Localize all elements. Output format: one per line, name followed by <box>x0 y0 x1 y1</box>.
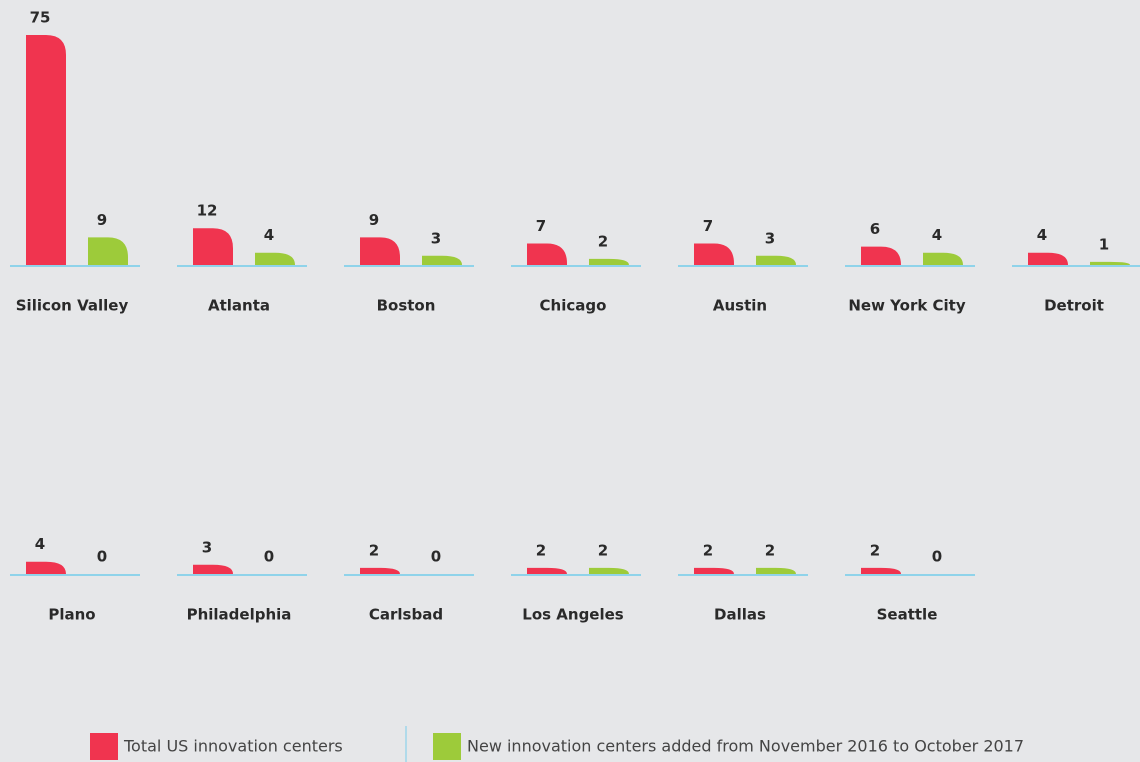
category-label: Philadelphia <box>187 606 292 624</box>
bar <box>694 243 734 265</box>
bar <box>422 255 462 265</box>
value-label: 2 <box>703 541 713 559</box>
value-label: 9 <box>369 211 379 229</box>
value-label: 2 <box>598 232 608 250</box>
bar <box>694 567 734 574</box>
bar <box>26 561 66 574</box>
value-label: 3 <box>431 229 441 247</box>
category-label: Atlanta <box>208 297 270 315</box>
bar <box>923 252 963 265</box>
bar <box>360 237 400 265</box>
value-label: 0 <box>97 548 107 566</box>
bar <box>193 564 233 574</box>
bar <box>26 35 66 265</box>
bar <box>527 567 567 574</box>
value-label: 9 <box>97 211 107 229</box>
category-label: Los Angeles <box>522 606 624 624</box>
value-label: 4 <box>1037 226 1047 244</box>
value-label: 2 <box>870 541 880 559</box>
bar <box>527 243 567 265</box>
bar <box>861 567 901 574</box>
value-label: 0 <box>264 548 274 566</box>
bar <box>589 258 629 265</box>
bar <box>193 228 233 265</box>
category-label: Seattle <box>877 606 938 624</box>
bar <box>861 246 901 265</box>
value-label: 7 <box>536 217 546 235</box>
value-label: 2 <box>369 541 379 559</box>
value-label: 4 <box>932 226 942 244</box>
category-label: New York City <box>848 297 966 315</box>
category-label: Carlsbad <box>369 606 443 624</box>
bar <box>756 255 796 265</box>
legend-swatch <box>90 733 118 760</box>
category-label: Dallas <box>714 606 766 624</box>
category-label: Chicago <box>540 297 607 315</box>
value-label: 6 <box>870 220 880 238</box>
value-label: 12 <box>197 202 218 220</box>
value-label: 7 <box>703 217 713 235</box>
value-label: 2 <box>765 541 775 559</box>
category-label: Silicon Valley <box>16 297 129 315</box>
bar <box>1028 252 1068 265</box>
category-label: Austin <box>713 297 767 315</box>
value-label: 75 <box>30 9 51 27</box>
legend-label: Total US innovation centers <box>123 737 343 756</box>
value-label: 1 <box>1099 235 1109 253</box>
category-label: Boston <box>377 297 436 315</box>
value-label: 2 <box>536 541 546 559</box>
category-label: Plano <box>48 606 95 624</box>
value-label: 4 <box>264 226 274 244</box>
category-label: Detroit <box>1044 297 1104 315</box>
bar <box>88 237 128 265</box>
value-label: 0 <box>932 548 942 566</box>
bar <box>589 567 629 574</box>
value-label: 2 <box>598 541 608 559</box>
value-label: 0 <box>431 548 441 566</box>
bar <box>1090 261 1130 265</box>
bar <box>255 252 295 265</box>
value-label: 4 <box>35 535 45 553</box>
bar <box>360 567 400 574</box>
legend-label: New innovation centers added from Novemb… <box>467 737 1024 756</box>
bar <box>756 567 796 574</box>
value-label: 3 <box>765 229 775 247</box>
value-label: 3 <box>202 538 212 556</box>
legend-swatch <box>433 733 461 760</box>
